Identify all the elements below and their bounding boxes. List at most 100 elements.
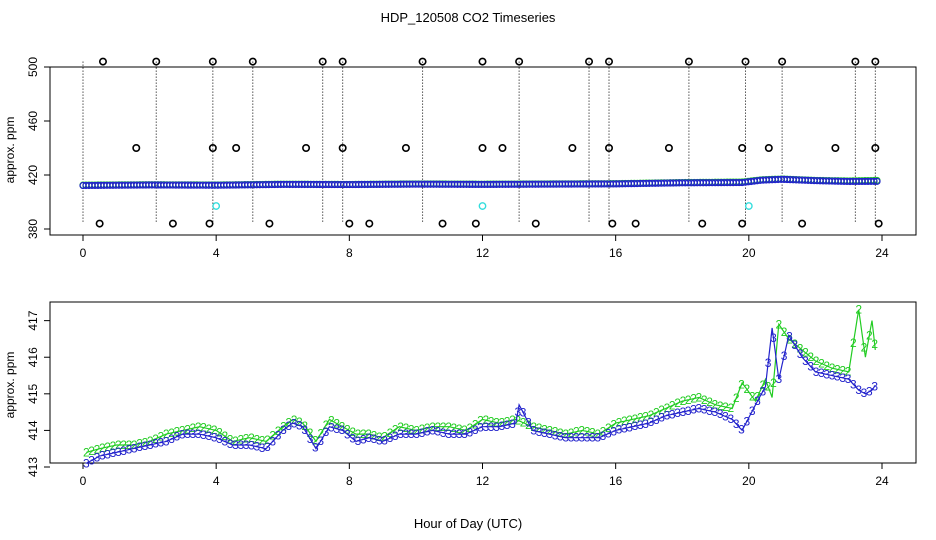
series-point-label: 2 [136, 437, 143, 451]
series-point-label: 2 [467, 421, 474, 435]
outlier-point [365, 219, 374, 228]
series-point-label: 2 [871, 337, 878, 351]
series-point-label: 2 [738, 378, 745, 392]
series-point-label: 3 [589, 431, 596, 445]
series-point-label: 2 [855, 303, 862, 317]
series-point-label: 2 [275, 424, 282, 438]
x-tick-label: 8 [346, 474, 353, 488]
series-point-label: 3 [605, 427, 612, 441]
series-point-label: 2 [520, 416, 527, 430]
series-point-label: 2 [845, 365, 852, 379]
series-point-label: 3 [360, 432, 367, 446]
x-tick-label: 16 [609, 474, 623, 488]
series-point-label: 2 [440, 420, 447, 434]
series-point-label: 2 [280, 419, 287, 433]
series-point-label: 2 [802, 346, 809, 360]
series-point-label: 3 [786, 329, 793, 343]
series-point-label: 3 [221, 435, 228, 449]
series-point-label: 3 [243, 438, 250, 452]
y-tick-label: 380 [26, 219, 40, 239]
series-point-label: 3 [152, 437, 159, 451]
series-point-label: 3 [285, 419, 292, 433]
series-point-label: 3 [424, 425, 431, 439]
x-tick-label: 12 [476, 246, 490, 260]
outlier-point [98, 57, 107, 66]
series-point-label: 2 [285, 415, 292, 429]
series-point-label: 2 [253, 432, 260, 446]
outlier-point [471, 219, 480, 228]
series-point-label: 2 [147, 434, 154, 448]
outlier-point [608, 219, 617, 228]
baseline-point [873, 177, 881, 185]
outlier-point [851, 57, 860, 66]
series-point-label: 3 [392, 429, 399, 443]
series-point-label: 2 [685, 393, 692, 407]
series-point-label: 3 [690, 403, 697, 417]
series-point-label: 2 [626, 413, 633, 427]
series-point-label: 2 [525, 418, 532, 432]
series-point-label: 2 [552, 425, 559, 439]
series-line [86, 327, 876, 464]
series-point-label: 2 [168, 426, 175, 440]
outlier-point [132, 144, 141, 153]
series-point-label: 2 [120, 438, 127, 452]
series-point-label: 3 [104, 447, 111, 461]
x-tick-label: 12 [476, 474, 490, 488]
series-point-label: 3 [845, 372, 852, 386]
series-point-label: 3 [227, 437, 234, 451]
series-point-label: 3 [775, 372, 782, 386]
outlier-point [205, 219, 214, 228]
series-point-label: 2 [600, 424, 607, 438]
series-point-label: 2 [605, 421, 612, 435]
series-point-label: 3 [578, 431, 585, 445]
y-tick-label: 416 [26, 347, 40, 367]
series-point-label: 2 [818, 357, 825, 371]
series-point-label: 2 [216, 426, 223, 440]
series-point-label: 3 [743, 414, 750, 428]
figure-title: HDP_120508 CO2 Timeseries [381, 10, 556, 25]
top-x-ticks: 0 4 8 12 16 20 24 [80, 235, 889, 260]
series-point-label: 3 [706, 404, 713, 418]
series-point-label: 3 [855, 383, 862, 397]
series-point-label: 2 [301, 419, 308, 433]
series-point-label: 2 [632, 412, 639, 426]
series-point-label: 3 [658, 411, 665, 425]
x-tick-label: 20 [742, 246, 756, 260]
series-point-label: 2 [131, 438, 138, 452]
series-point-label: 3 [648, 415, 655, 429]
outlier-point [698, 219, 707, 228]
x-tick-label: 8 [346, 246, 353, 260]
outlier-point [605, 144, 614, 153]
series-point-label: 2 [232, 434, 239, 448]
series-point-label: 2 [775, 317, 782, 331]
series-point-label: 2 [770, 376, 777, 390]
series-point-label: 2 [594, 427, 601, 441]
series-point-label: 2 [195, 420, 202, 434]
y-tick-label: 500 [26, 57, 40, 77]
series-point-label: 2 [200, 421, 207, 435]
series-point-label: 3 [722, 410, 729, 424]
series-point-label: 3 [802, 354, 809, 368]
series-point-label: 3 [126, 443, 133, 457]
series-point-label: 2 [509, 413, 516, 427]
series-point-label: 3 [472, 423, 479, 437]
series-point-label: 2 [429, 420, 436, 434]
series-point-label: 3 [461, 427, 468, 441]
series-point-label: 2 [530, 420, 537, 434]
series-point-label: 2 [834, 362, 841, 376]
series-point-label: 3 [429, 423, 436, 437]
series-point-label: 2 [728, 401, 735, 415]
x-tick-label: 24 [875, 246, 889, 260]
series-point-label: 2 [179, 424, 186, 438]
outlier-point [478, 57, 487, 66]
series-point-label: 2 [472, 417, 479, 431]
series-point-label: 2 [791, 337, 798, 351]
series-point-label: 2 [706, 395, 713, 409]
series-point-label: 3 [733, 417, 740, 431]
series-point-label: 2 [759, 378, 766, 392]
panel-top: 0 4 8 12 16 20 24 380 420 460 500 approx. ppm [3, 57, 917, 260]
outlier-point [664, 144, 673, 153]
series-point-label: 3 [344, 427, 351, 441]
x-tick-label: 4 [213, 246, 220, 260]
outlier-point [515, 57, 524, 66]
